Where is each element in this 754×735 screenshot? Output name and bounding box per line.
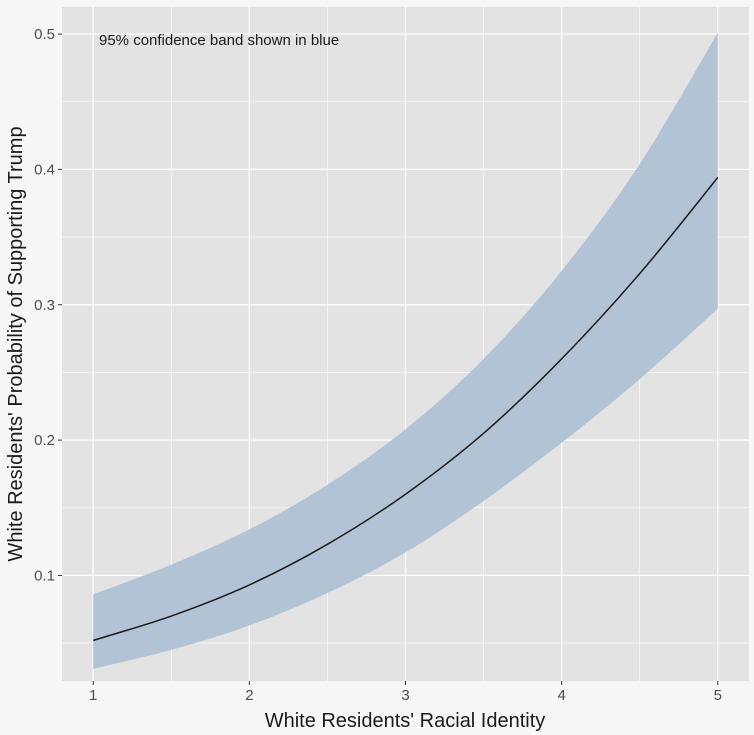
y-tick-label: 0.1	[34, 567, 55, 584]
x-tick-label: 1	[89, 687, 97, 704]
y-tick-label: 0.2	[34, 432, 55, 449]
x-axis-title: White Residents' Racial Identity	[265, 710, 546, 732]
x-tick-label: 3	[401, 687, 409, 704]
y-tick-label: 0.5	[34, 26, 55, 43]
series-line	[93, 177, 719, 642]
x-tick-label: 5	[714, 687, 722, 704]
x-tick-label: 4	[557, 687, 565, 704]
y-tick-label: 0.4	[34, 161, 55, 178]
confidence-band	[93, 32, 718, 669]
y-tick-label: 0.3	[34, 297, 55, 314]
y-axis-title: White Residents' Probability of Supporti…	[5, 126, 27, 561]
annotation-text: 95% confidence band shown in blue	[99, 32, 339, 49]
axis-ticks: 1 2 3 4 5 0.1 0.2 0.3 0.4 0.5	[34, 26, 722, 704]
x-tick-label: 2	[245, 687, 253, 704]
